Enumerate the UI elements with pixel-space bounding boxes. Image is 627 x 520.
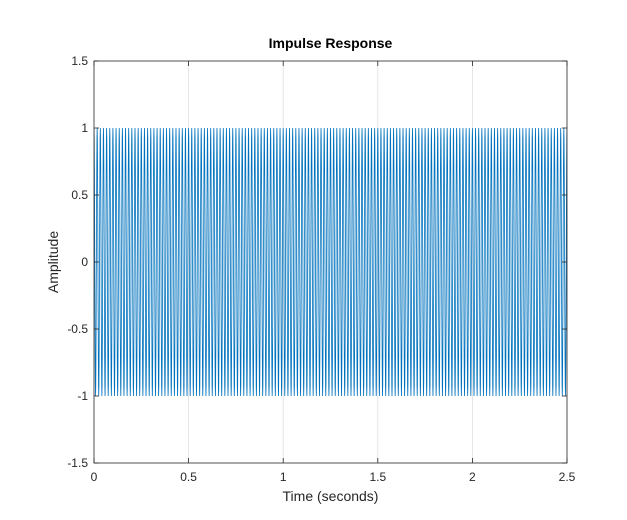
x-tick-label: 1 <box>280 470 287 484</box>
x-tick-labels: 0 0.5 1 1.5 2 2.5 <box>91 470 576 484</box>
x-tick-label: 0 <box>91 470 98 484</box>
chart-title: Impulse Response <box>269 35 393 51</box>
x-tick-label: 0.5 <box>180 470 197 484</box>
series-line <box>94 127 567 397</box>
y-tick-label: 0.5 <box>71 188 88 202</box>
y-tick-label: 0 <box>81 255 88 269</box>
y-tick-label: -1 <box>77 389 88 403</box>
y-tick-label: 1.5 <box>71 54 88 68</box>
x-tick-label: 1.5 <box>369 470 386 484</box>
y-axis-label: Amplitude <box>45 231 61 293</box>
x-tick-label: 2 <box>469 470 476 484</box>
plot-area <box>94 61 567 463</box>
x-axis-label: Time (seconds) <box>283 488 379 504</box>
y-tick-label: 1 <box>81 121 88 135</box>
x-tick-label: 2.5 <box>559 470 576 484</box>
y-tick-label: -1.5 <box>67 456 88 470</box>
y-tick-labels: -1.5 -1 -0.5 0 0.5 1 1.5 <box>67 54 88 470</box>
y-tick-label: -0.5 <box>67 322 88 336</box>
tick-marks <box>93 60 568 464</box>
